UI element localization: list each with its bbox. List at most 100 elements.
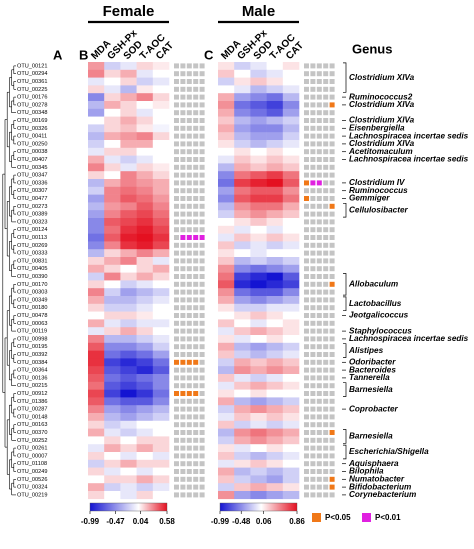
heat-cell xyxy=(266,186,284,195)
significance-square xyxy=(193,359,199,365)
significance-square xyxy=(329,445,335,451)
significance-square xyxy=(323,250,329,256)
heat-cell xyxy=(218,319,235,328)
heat-cell xyxy=(88,77,105,86)
heat-cell xyxy=(152,475,170,484)
significance-square xyxy=(180,414,186,420)
heat-cell xyxy=(136,405,154,414)
heat-cell xyxy=(282,296,300,305)
heat-cell xyxy=(104,319,121,328)
significance-square xyxy=(186,71,192,77)
significance-square xyxy=(329,227,335,233)
heat-cell xyxy=(234,257,251,266)
significance-square xyxy=(193,235,199,240)
significance-square xyxy=(329,242,335,248)
heat-cell xyxy=(152,397,170,406)
significance-square xyxy=(193,196,199,201)
significance-square xyxy=(193,461,199,467)
significance-square xyxy=(316,219,322,225)
heat-cell xyxy=(250,124,267,133)
heat-cell xyxy=(104,210,121,219)
heat-cell xyxy=(218,459,235,468)
significance-square xyxy=(186,211,192,217)
heat-cell xyxy=(136,194,154,203)
significance-square xyxy=(186,94,192,100)
significance-square xyxy=(180,63,186,69)
heat-cell xyxy=(234,358,251,367)
significance-square xyxy=(323,398,329,404)
significance-square xyxy=(310,453,316,459)
heat-cell xyxy=(120,436,137,445)
significance-square xyxy=(174,125,179,131)
genus-label: Corynebacterium xyxy=(349,490,416,499)
significance-square xyxy=(180,133,186,139)
heat-cell xyxy=(250,420,267,429)
heat-cell xyxy=(152,358,170,367)
heat-cell xyxy=(120,405,137,414)
heat-cell xyxy=(136,319,154,328)
heat-cell xyxy=(218,62,235,71)
heat-cell xyxy=(88,140,105,149)
significance-square xyxy=(316,63,322,69)
heat-cell xyxy=(218,108,235,117)
heat-cell xyxy=(218,69,235,78)
significance-square xyxy=(174,328,179,334)
significance-square xyxy=(329,110,335,116)
heat-cell xyxy=(218,179,235,188)
significance-square xyxy=(323,164,329,170)
heat-cell xyxy=(250,186,267,195)
heat-cell xyxy=(120,272,137,281)
significance-square xyxy=(180,125,186,131)
significance-square xyxy=(193,94,199,100)
significance-square xyxy=(180,383,186,389)
row-label: OTU_00361 xyxy=(17,79,47,85)
row-label: OTU_00303 xyxy=(17,290,47,296)
significance-square xyxy=(310,110,316,116)
colorbar-tick-label: 0.06 xyxy=(256,517,272,526)
significance-square xyxy=(180,484,186,490)
significance-square xyxy=(310,219,316,225)
significance-square xyxy=(304,281,309,287)
heat-cell xyxy=(266,194,284,203)
heat-cell xyxy=(266,249,284,258)
significance-square xyxy=(186,406,192,412)
significance-square xyxy=(193,422,199,428)
significance-square xyxy=(193,219,199,225)
heat-cell xyxy=(104,124,121,133)
heat-cell xyxy=(234,264,251,273)
heat-cell xyxy=(234,69,251,78)
significance-square xyxy=(316,320,322,326)
significance-square xyxy=(329,476,335,482)
heat-cell xyxy=(152,257,170,266)
heat-cell xyxy=(120,475,137,484)
row-label: OTU_00038 xyxy=(17,149,47,155)
genus-bracket xyxy=(343,444,347,460)
heat-cell xyxy=(136,350,154,359)
heat-cell xyxy=(266,436,284,445)
genus-label: Numatobacter xyxy=(349,474,405,483)
row-label: OTU_00294 xyxy=(17,71,47,77)
significance-square xyxy=(186,203,192,209)
significance-square xyxy=(199,398,205,404)
significance-square xyxy=(323,453,329,459)
row-label: OTU_00113 xyxy=(17,235,47,241)
heat-cell xyxy=(282,179,300,188)
heat-cell xyxy=(104,335,121,344)
significance-square xyxy=(329,492,335,498)
heat-cell xyxy=(218,428,235,437)
significance-square xyxy=(193,414,199,420)
significance-square xyxy=(199,367,205,373)
significance-square xyxy=(329,149,335,155)
significance-square xyxy=(316,258,322,264)
significance-square xyxy=(199,328,205,334)
heat-cell xyxy=(120,124,137,133)
heat-cell xyxy=(250,210,267,219)
heat-cell xyxy=(234,467,251,476)
heat-cell xyxy=(104,62,121,71)
heat-cell xyxy=(234,194,251,203)
significance-square xyxy=(329,211,335,217)
significance-square xyxy=(174,86,179,92)
significance-square xyxy=(180,320,186,326)
significance-square xyxy=(186,445,192,451)
heat-cell xyxy=(120,225,137,234)
